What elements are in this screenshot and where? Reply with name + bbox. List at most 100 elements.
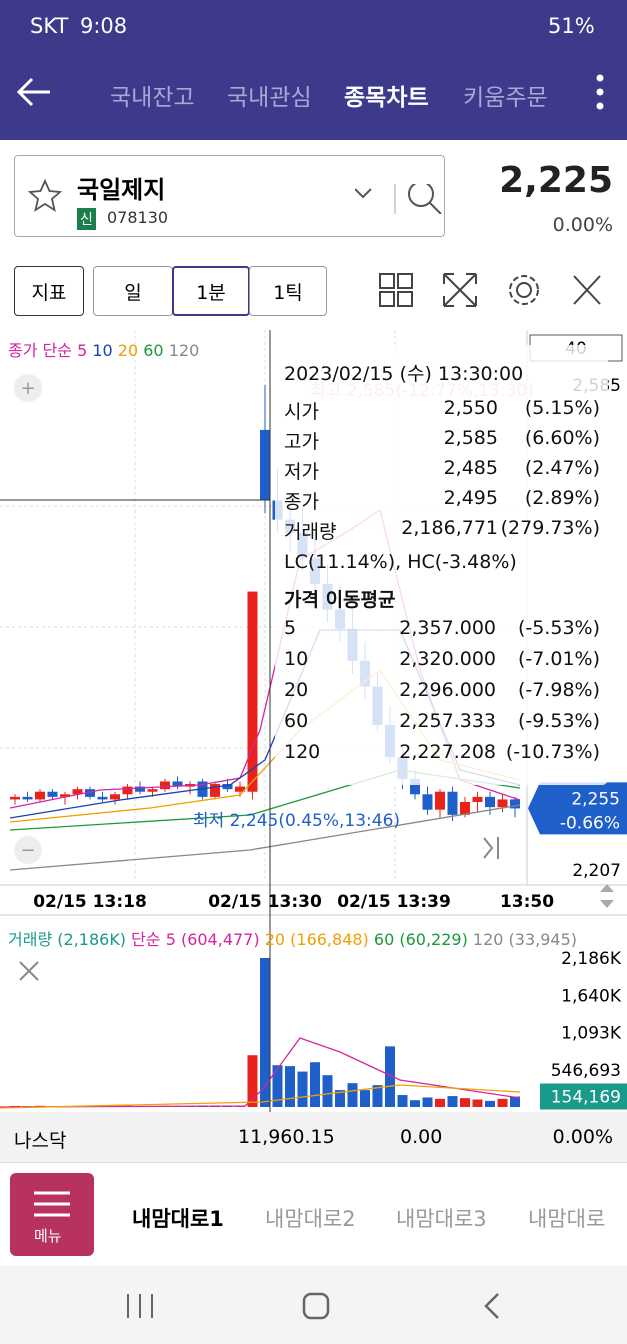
tool-icons[interactable] xyxy=(378,270,613,312)
tooltip-ma-label: 60 xyxy=(284,710,309,732)
candle-body xyxy=(210,784,220,797)
bottom-tab[interactable]: 내맘대로2 xyxy=(265,1207,356,1231)
current-price: 2,255 xyxy=(571,789,620,809)
more-button[interactable] xyxy=(590,72,610,112)
candle-body xyxy=(410,778,420,795)
candle-body xyxy=(60,794,70,797)
volume-bar xyxy=(497,1098,508,1107)
period-button[interactable]: 1분 xyxy=(172,266,250,316)
tooltip-label: 시가 xyxy=(284,401,319,423)
ticker-pct: 0.00% xyxy=(552,1126,613,1148)
tooltip-ma-pct: (-7.98%) xyxy=(517,679,600,701)
legend: 종가 단순 5 10 20 60 120 xyxy=(8,341,199,360)
volume-bar xyxy=(297,1071,308,1107)
indicator-button[interactable]: 지표 xyxy=(14,266,84,316)
period-button[interactable]: 일 xyxy=(93,266,173,316)
bottom-tab[interactable]: 내맘대로3 xyxy=(396,1207,487,1231)
volume-legend-item: 120 (33,945) xyxy=(473,930,577,949)
tooltip-ma-title: 가격 이동평균 xyxy=(284,589,396,611)
low-note: 최저 2,245(0.45%,13:46) xyxy=(193,811,400,831)
candle-body xyxy=(147,789,158,792)
stock-code: 078130 xyxy=(107,208,169,227)
candle-body xyxy=(97,796,108,800)
tooltip-ma-value: 2,257.333 xyxy=(399,710,496,732)
tooltip-ma-pct: (-7.01%) xyxy=(517,648,600,670)
volume-legend-item: 60 (60,229) xyxy=(374,930,468,949)
x-tick-label: 13:50 xyxy=(500,892,554,912)
tooltip-label: 고가 xyxy=(284,431,319,453)
menu-label: 메뉴 xyxy=(34,1227,62,1245)
tooltip-pct: (2.47%) xyxy=(524,457,600,479)
volume-bar xyxy=(310,1062,320,1107)
tooltip-ma-value: 2,296.000 xyxy=(399,679,496,701)
tooltip-ma-value: 2,320.000 xyxy=(399,648,496,670)
svg-text:−: − xyxy=(20,840,35,861)
tooltip-label: 거래량 xyxy=(284,521,337,543)
nav-tab[interactable]: 키움주문 xyxy=(463,85,548,111)
volume-legend-label: 거래량 xyxy=(8,930,52,949)
tooltip-value: 2,485 xyxy=(443,457,498,479)
back-button[interactable] xyxy=(14,72,54,112)
candle-body xyxy=(122,786,133,795)
volume-bar xyxy=(460,1098,470,1107)
tooltip-ma-label: 120 xyxy=(284,741,321,763)
nav-tab[interactable]: 국내관심 xyxy=(227,85,312,111)
legend-item: 60 xyxy=(143,341,163,360)
clock: 9:08 xyxy=(80,14,128,38)
badge: 신 xyxy=(77,208,96,230)
volume-bar xyxy=(272,1065,283,1107)
volume-current-badge xyxy=(540,1083,627,1110)
tooltip-pct: (279.73%) xyxy=(500,517,600,539)
carrier: SKT xyxy=(30,14,69,38)
tooltip-value: 2,495 xyxy=(443,487,498,509)
candle-body xyxy=(222,784,233,790)
ticker-bar: 나스닥 11,960.15 0.00 0.00% xyxy=(0,1112,627,1162)
x-tick-label: 02/15 13:39 xyxy=(337,892,451,912)
tooltip-ma-label: 20 xyxy=(284,679,309,701)
bottom-tab[interactable]: 내맘대로1 xyxy=(132,1207,224,1231)
volume-bar xyxy=(472,1099,483,1107)
candle-body xyxy=(485,796,495,808)
nav-tab[interactable]: 종목차트 xyxy=(344,85,429,111)
volume-current: 154,169 xyxy=(551,1087,621,1107)
legend-item: 10 xyxy=(92,341,112,360)
volume-bar xyxy=(260,958,270,1107)
candle-body xyxy=(135,786,145,792)
favorite-star[interactable] xyxy=(27,178,63,214)
volume-bar xyxy=(335,1090,345,1107)
volume-tick-label: 1,093K xyxy=(561,1024,622,1044)
tooltip-title: 2023/02/15 (수) 13:30:00 xyxy=(284,363,524,385)
candle-body xyxy=(22,796,33,800)
tooltip-ma-pct: (-10.73%) xyxy=(505,741,600,763)
search-icons[interactable] xyxy=(355,184,445,214)
tooltip-ma-pct: (-9.53%) xyxy=(517,710,600,732)
candle-body xyxy=(110,794,120,800)
volume-bar xyxy=(410,1100,420,1107)
volume-bar xyxy=(285,1066,295,1107)
bottom-tabs: 메뉴 내맘대로1 내맘대로2 내맘대로3 내맘대로 xyxy=(0,1162,627,1266)
system-nav xyxy=(0,1266,627,1344)
volume-bar xyxy=(372,1085,383,1107)
candle-body xyxy=(10,796,20,800)
volume-legend-prefix: 단순 xyxy=(131,930,160,949)
ticker-name: 나스닥 xyxy=(14,1130,67,1152)
tooltip-pct: (5.15%) xyxy=(524,397,600,419)
volume-legend-value: (2,186K) xyxy=(57,930,126,949)
stock-name: 국일제지 xyxy=(77,176,166,204)
tooltip-lchc: LC(11.14%), HC(-3.48%) xyxy=(284,551,517,573)
candle-body xyxy=(422,794,433,810)
volume-tick-label: 1,640K xyxy=(561,986,622,1006)
menu-button[interactable]: 메뉴 xyxy=(10,1173,94,1256)
current-price-badge xyxy=(528,782,627,835)
current-change: -0.66% xyxy=(560,813,620,833)
period-button[interactable]: 1틱 xyxy=(249,266,327,316)
volume-bar xyxy=(385,1046,395,1107)
stock-search[interactable]: 국일제지 신 078130 xyxy=(14,155,445,237)
tooltip-ma-pct: (-5.53%) xyxy=(517,617,600,639)
candle-body xyxy=(247,591,258,792)
bottom-tab[interactable]: 내맘대로 xyxy=(528,1207,606,1231)
tooltip-ma-value: 2,357.000 xyxy=(399,617,496,639)
nav-tab[interactable]: 국내잔고 xyxy=(110,85,195,111)
volume-legend-item: 20 (166,848) xyxy=(265,930,369,949)
